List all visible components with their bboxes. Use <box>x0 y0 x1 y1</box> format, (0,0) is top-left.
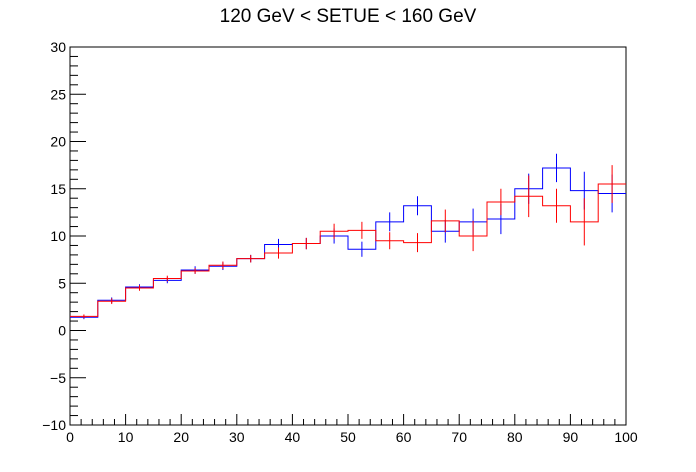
y-tick-label: 5 <box>58 275 66 291</box>
y-tick-label: 30 <box>50 39 66 55</box>
y-tick-labels: −10 −5 0 5 10 15 20 25 30 <box>42 39 66 433</box>
x-tick-label: 40 <box>285 429 301 445</box>
y-tick-label: 15 <box>50 181 66 197</box>
x-tick-label: 80 <box>507 429 523 445</box>
y-tick-label: −10 <box>42 417 66 433</box>
y-tick-label: 20 <box>50 134 66 150</box>
x-tick-label: 60 <box>396 429 412 445</box>
x-tick-label: 30 <box>229 429 245 445</box>
x-tick-label: 70 <box>451 429 467 445</box>
y-tick-label: 10 <box>50 228 66 244</box>
x-tick-label: 50 <box>340 429 356 445</box>
series-2-step-line <box>70 183 626 317</box>
series-layer <box>70 153 626 320</box>
x-tick-label: 90 <box>563 429 579 445</box>
chart-title: 120 GeV < SETUE < 160 GeV <box>219 6 477 27</box>
y-tick-label: 25 <box>50 86 66 102</box>
y-tick-label: −5 <box>50 370 66 386</box>
x-tick-labels: 0 10 20 30 40 50 60 70 80 90 100 <box>66 429 638 445</box>
axis-ticks <box>69 46 627 426</box>
x-tick-label: 0 <box>66 429 74 445</box>
series-2 <box>70 165 626 319</box>
series-1-step-line <box>70 167 626 318</box>
x-tick-label: 10 <box>118 429 134 445</box>
x-tick-label: 100 <box>614 429 638 445</box>
series-1 <box>70 153 626 320</box>
y-tick-label: 0 <box>58 323 66 339</box>
x-tick-label: 20 <box>173 429 189 445</box>
